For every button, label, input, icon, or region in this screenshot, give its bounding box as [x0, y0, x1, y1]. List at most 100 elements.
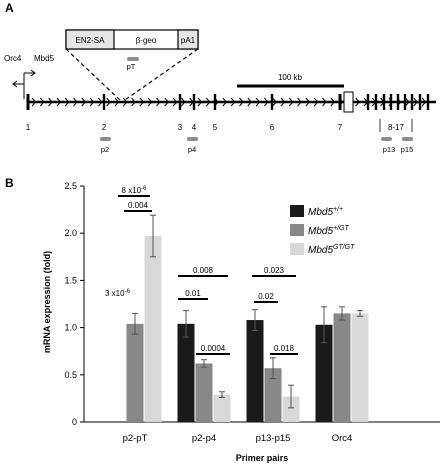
exon-mark	[213, 94, 217, 110]
sig-left-pt-base: 3 x10	[105, 289, 125, 298]
exon-mark	[403, 94, 407, 110]
exon-mark	[389, 94, 393, 110]
transcription-start-arrows	[12, 69, 36, 99]
legend-swatch-hom	[290, 243, 304, 255]
chevron	[313, 97, 319, 107]
gene-orc4-label: Orc4	[4, 54, 22, 63]
legend-label-wt: Mbd5+/+	[308, 206, 343, 218]
chevron	[122, 97, 128, 107]
primer-pt-mark	[127, 57, 139, 61]
exon-mark	[366, 94, 370, 110]
chevron	[239, 97, 244, 107]
bar	[315, 324, 333, 422]
chevron	[31, 97, 37, 107]
chevron	[81, 97, 86, 107]
exon-mark	[192, 94, 196, 110]
chevron	[89, 97, 95, 107]
chevron	[56, 97, 62, 107]
exon-mark	[418, 94, 422, 110]
sig-label-top-pt: 8 x10-6	[122, 186, 148, 195]
y-tick-label: 2.0	[64, 228, 77, 238]
primer-pt-label: pT	[127, 62, 136, 71]
legend: Mbd5+/+ Mbd5+/GT Mbd5GT/GT	[290, 205, 355, 256]
exon-mark	[178, 94, 182, 110]
primer-p15-mark	[402, 137, 413, 141]
chevron	[230, 97, 236, 107]
chevron	[355, 97, 360, 107]
y-tick-label: 1.5	[64, 275, 77, 285]
chevron	[322, 97, 327, 107]
chevron	[106, 97, 111, 107]
chevron	[172, 97, 178, 107]
chevron	[272, 97, 277, 107]
category-labels: p2-pT p2-p4 p13-p15 Orc4	[123, 433, 353, 444]
significance-annotations: 8 x10-6 0.004 3 x10-6 0.008 0.01 0.0004 …	[105, 186, 298, 355]
chevron	[297, 97, 302, 107]
panel-a-letter: A	[5, 1, 14, 15]
bar	[195, 363, 213, 422]
bar	[351, 313, 369, 422]
y-axis-ticks: 0 0.5 1.0 1.5 2.0 2.5	[64, 181, 84, 427]
exon-mark	[102, 94, 106, 110]
sig-label-p2p4-0008: 0.008	[193, 266, 214, 275]
chevron	[73, 97, 78, 107]
category-label: p2-pT	[123, 433, 148, 444]
chevron	[255, 97, 261, 107]
primer-p4-label: p4	[188, 145, 196, 154]
chevron	[247, 97, 252, 107]
scale-bar-label: 100 kb	[278, 73, 303, 82]
chevron	[64, 97, 70, 107]
chevron	[205, 97, 211, 107]
bar	[144, 236, 162, 422]
sig-label-p2p4-001: 0.01	[185, 289, 201, 298]
chevron	[39, 97, 45, 107]
primer-p4-mark	[187, 137, 198, 141]
exon-number-2: 2	[102, 123, 107, 132]
sig-label-pt-004: 0.004	[128, 201, 149, 210]
legend-label-hom: Mbd5GT/GT	[308, 244, 355, 256]
bar	[333, 313, 351, 422]
exon-number-6: 6	[270, 123, 275, 132]
cassette-bgeo-label: β-geo	[136, 36, 157, 45]
cassette-construct: EN2-SA β-geo pA1	[65, 29, 199, 50]
insertion-line-right	[121, 48, 199, 103]
y-tick-label: 0	[72, 417, 77, 427]
category-label: Orc4	[332, 433, 353, 444]
exon-mark	[426, 94, 430, 110]
cassette-en2sa-box	[65, 29, 115, 50]
bar-marks	[126, 214, 369, 422]
sig-label-p13-0018: 0.018	[274, 344, 295, 353]
primer-p13-label: p13	[383, 145, 396, 154]
chevron	[131, 97, 136, 107]
y-axis-title: mRNA expression (fold)	[42, 251, 52, 353]
exon-number-4: 4	[192, 123, 197, 132]
sig-left-pt-exp: -6	[125, 289, 131, 295]
chevron	[156, 97, 161, 107]
chevron	[147, 97, 153, 107]
primer-p13-mark	[381, 137, 392, 141]
chevron	[164, 97, 169, 107]
chevron	[222, 97, 228, 107]
cassette-pa1-label: pA1	[181, 36, 196, 45]
sig-top-pt-base: 8 x10	[122, 186, 142, 195]
chevron	[305, 97, 311, 107]
exon-mark	[26, 94, 30, 110]
exon-number-1: 1	[26, 123, 31, 132]
exon-number-3: 3	[178, 123, 183, 132]
exon-mark-utr	[343, 91, 354, 113]
bar	[282, 396, 300, 422]
legend-swatch-wt	[290, 205, 304, 217]
bar	[264, 368, 282, 422]
chevron	[139, 97, 145, 107]
exon-number-7: 7	[338, 123, 343, 132]
y-tick-label: 1.0	[64, 323, 77, 333]
bar	[246, 320, 264, 422]
exon-number-5: 5	[213, 123, 218, 132]
chevron	[181, 97, 186, 107]
exon-mark	[270, 94, 274, 110]
chevron	[330, 97, 335, 107]
exon-mark	[382, 94, 386, 110]
exon-marks	[26, 91, 430, 113]
chevron	[114, 97, 120, 107]
